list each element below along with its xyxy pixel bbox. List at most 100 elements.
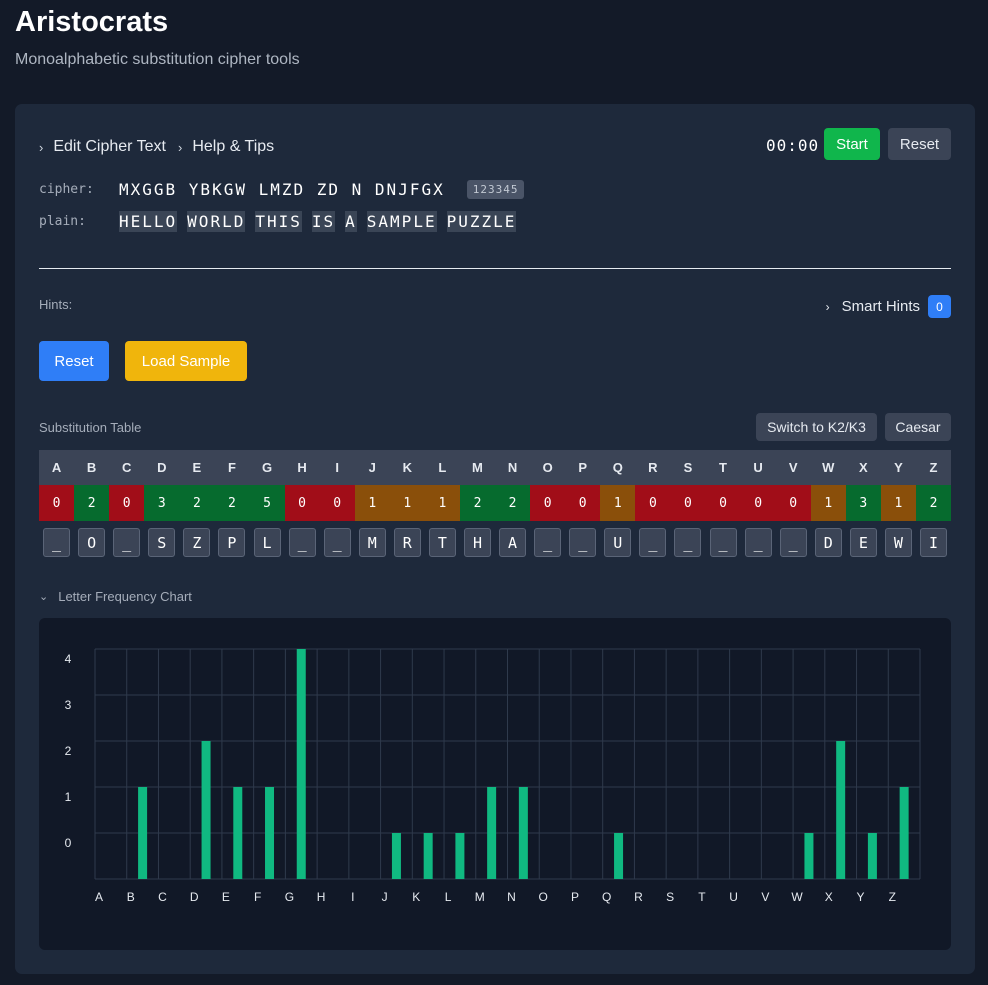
sub-input-p[interactable]: _ xyxy=(569,528,597,557)
load-sample-button[interactable]: Load Sample xyxy=(125,341,247,381)
sub-count-u: 0 xyxy=(740,485,776,521)
edit-cipher-label: Edit Cipher Text xyxy=(53,138,166,155)
x-tick-label-g: G xyxy=(285,890,294,904)
sub-input-r[interactable]: _ xyxy=(639,528,667,557)
x-tick-label-f: F xyxy=(254,890,261,904)
sub-input-i[interactable]: _ xyxy=(323,528,351,557)
sub-input-s[interactable]: _ xyxy=(674,528,702,557)
sub-input-f[interactable]: P xyxy=(218,528,246,557)
frequency-chart-label: Letter Frequency Chart xyxy=(58,589,192,604)
y-tick-label: 4 xyxy=(65,652,72,666)
sub-input-m[interactable]: H xyxy=(463,528,491,557)
sub-input-b[interactable]: O xyxy=(78,528,106,557)
switch-k2k3-button[interactable]: Switch to K2/K3 xyxy=(756,413,877,441)
sub-letter-e: E xyxy=(192,460,202,475)
sub-input-cell: _ xyxy=(530,528,565,557)
sub-input-cell: L xyxy=(249,528,284,557)
substitution-table-label: Substitution Table xyxy=(39,420,142,435)
x-tick-label-c: C xyxy=(158,890,167,904)
reset-button[interactable]: Reset xyxy=(39,341,109,381)
x-tick-label-y: Y xyxy=(857,890,865,904)
plain-word: IS xyxy=(311,211,336,232)
plain-row: plain: HELLO WORLD THIS IS A SAMPLE PUZZLE xyxy=(39,211,526,232)
sub-input-a[interactable]: _ xyxy=(43,528,71,557)
sub-input-h[interactable]: _ xyxy=(288,528,316,557)
sub-input-w[interactable]: D xyxy=(814,528,842,557)
sub-input-x[interactable]: E xyxy=(849,528,877,557)
sub-count-w: 1 xyxy=(810,485,846,521)
sub-input-z[interactable]: I xyxy=(919,528,947,557)
sub-input-c[interactable]: _ xyxy=(113,528,141,557)
plain-word: SAMPLE xyxy=(366,211,437,232)
x-tick-label-l: L xyxy=(445,890,452,904)
sub-letter-l: L xyxy=(438,460,447,475)
bar-l xyxy=(455,833,465,879)
bar-z xyxy=(899,787,909,879)
sub-input-j[interactable]: M xyxy=(358,528,386,557)
help-tips-label: Help & Tips xyxy=(192,138,275,155)
x-tick-label-d: D xyxy=(190,890,199,904)
sub-input-d[interactable]: S xyxy=(148,528,176,557)
bar-b xyxy=(138,787,148,879)
bar-g xyxy=(296,649,306,879)
sub-letter-h: H xyxy=(297,460,307,475)
x-tick-label-a: A xyxy=(95,890,103,904)
sub-input-n[interactable]: A xyxy=(499,528,527,557)
x-tick-label-b: B xyxy=(127,890,135,904)
sub-input-cell: D xyxy=(811,528,846,557)
x-tick-label-t: T xyxy=(698,890,706,904)
sub-input-cell: _ xyxy=(776,528,811,557)
sub-input-y[interactable]: W xyxy=(884,528,912,557)
plain-word: THIS xyxy=(255,211,302,232)
x-tick-label-k: K xyxy=(412,890,420,904)
sub-count-k: 1 xyxy=(389,485,425,521)
bar-m xyxy=(487,787,497,879)
sub-input-v[interactable]: _ xyxy=(779,528,807,557)
caesar-button[interactable]: Caesar xyxy=(885,413,951,441)
sub-count-a: 0 xyxy=(39,485,75,521)
sub-input-t[interactable]: _ xyxy=(709,528,737,557)
x-tick-label-r: R xyxy=(634,890,643,904)
plain-word: PUZZLE xyxy=(446,211,517,232)
sub-count-c: 0 xyxy=(109,485,145,521)
cipher-label: cipher: xyxy=(39,182,94,197)
start-button[interactable]: Start xyxy=(824,128,880,160)
sub-input-cell: _ xyxy=(320,528,355,557)
sub-input-o[interactable]: _ xyxy=(534,528,562,557)
sub-letter-s: S xyxy=(683,460,693,475)
sub-input-e[interactable]: Z xyxy=(183,528,211,557)
frequency-chart-toggle[interactable]: ⌄ Letter Frequency Chart xyxy=(39,589,192,604)
substitution-header-row: A B C D E F G H I J K L M N O P Q R S T U V W X Y Z xyxy=(39,450,951,485)
chevron-right-icon: › xyxy=(39,139,44,155)
timer-reset-button[interactable]: Reset xyxy=(888,128,951,160)
plain-label: plain: xyxy=(39,214,86,229)
sub-input-cell: T xyxy=(425,528,460,557)
sub-count-s: 0 xyxy=(670,485,706,521)
sub-letter-j: J xyxy=(368,460,376,475)
plain-text: HELLO WORLD THIS IS A SAMPLE PUZZLE xyxy=(119,211,526,232)
x-tick-label-q: Q xyxy=(602,890,611,904)
smart-hints-toggle[interactable]: › Smart Hints 0 xyxy=(826,295,951,318)
sub-letter-n: N xyxy=(507,460,518,475)
bar-x xyxy=(836,741,846,879)
sub-input-l[interactable]: T xyxy=(428,528,456,557)
sub-input-k[interactable]: R xyxy=(393,528,421,557)
sub-letter-r: R xyxy=(648,460,658,475)
app-subtitle: Monoalphabetic substitution cipher tools xyxy=(15,51,300,68)
sub-input-cell: H xyxy=(460,528,495,557)
sub-input-u[interactable]: _ xyxy=(744,528,772,557)
edit-cipher-toggle[interactable]: › Edit Cipher Text xyxy=(39,138,166,156)
sub-letter-w: W xyxy=(822,460,835,475)
sub-count-b: 2 xyxy=(74,485,110,521)
sub-input-g[interactable]: L xyxy=(253,528,281,557)
help-tips-toggle[interactable]: › Help & Tips xyxy=(178,138,274,156)
cipher-row: cipher: MXGGB YBKGW LMZD ZD N DNJFGX 123… xyxy=(39,180,525,199)
sub-input-q[interactable]: U xyxy=(604,528,632,557)
sub-count-t: 0 xyxy=(705,485,741,521)
sub-letter-x: X xyxy=(859,460,868,475)
sub-input-cell: _ xyxy=(705,528,740,557)
bar-j xyxy=(391,833,401,879)
sub-count-e: 2 xyxy=(179,485,215,521)
x-tick-label-p: P xyxy=(571,890,579,904)
sub-count-j: 1 xyxy=(354,485,390,521)
